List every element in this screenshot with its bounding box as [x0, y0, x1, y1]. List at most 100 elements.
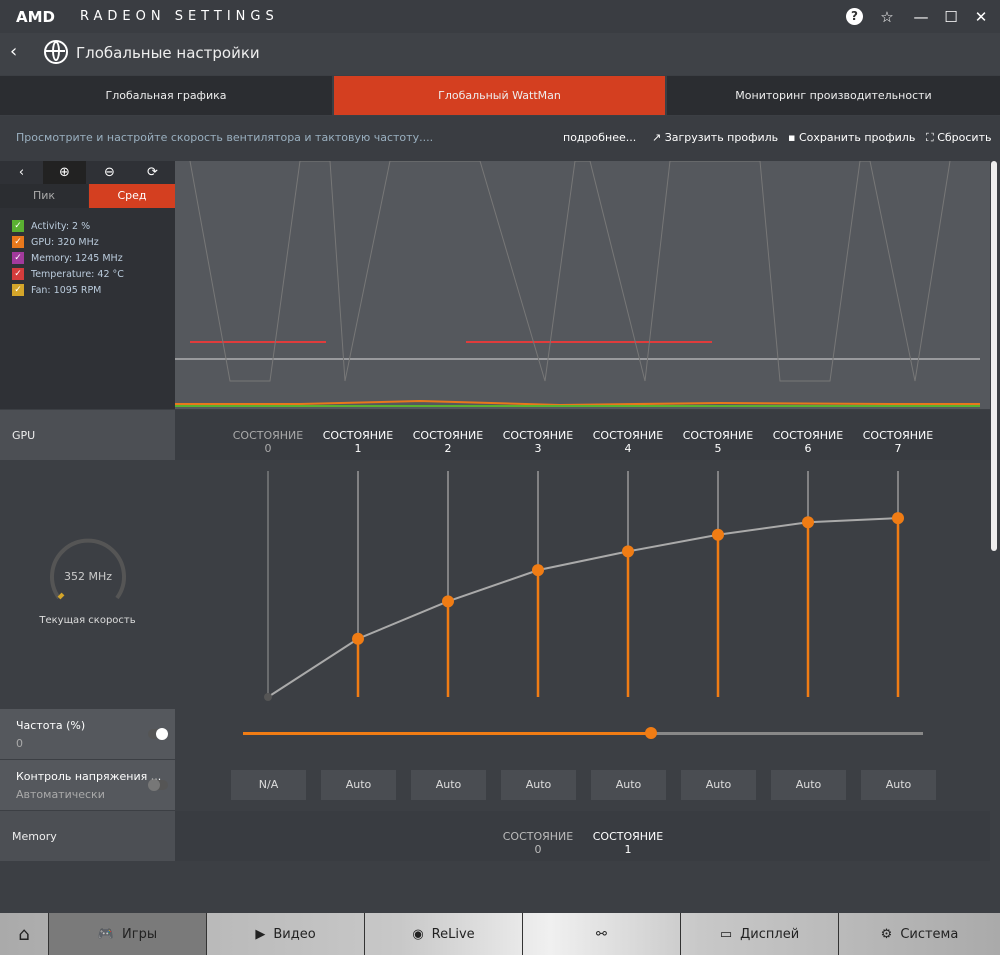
frequency-label: Частота (%) [16, 719, 86, 732]
reset-icon: ⛶ [926, 131, 938, 144]
speed-gauge [50, 538, 126, 600]
frequency-toggle[interactable] [148, 728, 168, 740]
description-bar [0, 116, 1000, 161]
save-profile-button[interactable]: ▪ Сохранить профиль [788, 131, 916, 144]
gpu-state-4[interactable]: СОСТОЯНИЕ 4 [592, 429, 664, 455]
amd-logo: AMD [16, 8, 55, 26]
voltage-state-7[interactable]: Auto [861, 770, 936, 800]
play-icon: ▶ [255, 926, 266, 942]
nav-video[interactable]: ▶ Видео [207, 913, 365, 955]
maximize-button[interactable]: ☐ [944, 8, 958, 26]
memory-row-label-cell [0, 811, 175, 861]
memory-state-0[interactable]: СОСТОЯНИЕ 0 [502, 830, 574, 856]
gauge-label: Текущая скорость [39, 615, 136, 626]
gpu-state-3[interactable]: СОСТОЯНИЕ 3 [502, 429, 574, 455]
clock-curve[interactable] [175, 461, 990, 708]
tab-performance-monitoring[interactable]: Мониторинг производительности [667, 76, 1000, 115]
zoom-in-button[interactable]: ⊕ [43, 161, 86, 184]
frequency-value: 0 [16, 737, 23, 750]
voltage-state-6[interactable]: Auto [771, 770, 846, 800]
peak-toggle[interactable]: Пик [0, 184, 88, 208]
zoom-out-button[interactable]: ⊖ [104, 165, 115, 180]
more-link[interactable]: подробнее... [563, 131, 637, 144]
slider-handle[interactable] [645, 727, 657, 739]
monitoring-lines [175, 160, 980, 407]
check-icon: ✓ [12, 236, 24, 248]
title-bar [0, 0, 1000, 33]
globe-icon [44, 40, 68, 64]
page-header [0, 33, 1000, 75]
display-icon: ▭ [719, 926, 733, 942]
scrollbar[interactable] [991, 161, 997, 551]
gpu-state-1[interactable]: СОСТОЯНИЕ 1 [322, 429, 394, 455]
memory-label: Memory [12, 830, 57, 843]
gpu-state-5[interactable]: СОСТОЯНИЕ 5 [682, 429, 754, 455]
state-point-0[interactable] [264, 693, 272, 701]
state-point-6[interactable] [802, 516, 814, 529]
page-title: Глобальные настройки [76, 44, 260, 62]
home-icon: ⌂ [18, 923, 30, 945]
minimize-button[interactable]: — [913, 8, 929, 26]
state-point-5[interactable] [712, 528, 724, 541]
share-icon: ⚯ [596, 926, 607, 942]
nav-home[interactable]: ⌂ [0, 913, 49, 955]
nav-relive[interactable]: ◉ ReLive [365, 913, 523, 955]
gauge-panel [0, 461, 175, 708]
reset-button[interactable]: ⛶ Сбросить [926, 131, 992, 144]
state-point-7[interactable] [892, 512, 904, 525]
voltage-state-2[interactable]: Auto [411, 770, 486, 800]
voltage-label: Контроль напряжения ... [16, 770, 162, 783]
tab-global-graphics[interactable]: Глобальная графика [0, 76, 332, 115]
legend-temperature[interactable]: ✓ Temperature: 42 °C [12, 268, 124, 280]
legend-gpu[interactable]: ✓ GPU: 320 MHz [12, 236, 99, 248]
voltage-state-0[interactable]: N/A [231, 770, 306, 800]
gauge-value: 352 MHz [63, 570, 113, 583]
back-graph-button[interactable]: ‹ [18, 165, 25, 180]
tab-global-wattman[interactable]: Глобальный WattMan [334, 76, 665, 115]
frequency-cell [0, 709, 175, 759]
gpu-states-header [175, 410, 990, 460]
back-button[interactable]: ‹ [10, 41, 18, 62]
memory-states-header [175, 811, 990, 861]
favorite-button[interactable]: ☆ [880, 8, 894, 26]
gpu-label: GPU [12, 429, 36, 442]
voltage-state-1[interactable]: Auto [321, 770, 396, 800]
load-profile-button[interactable]: ↗ Загрузить профиль [652, 131, 779, 144]
voltage-state-5[interactable]: Auto [681, 770, 756, 800]
nav-system[interactable]: ⚙ Система [880, 926, 959, 942]
state-point-1[interactable] [352, 632, 364, 645]
memory-state-1[interactable]: СОСТОЯНИЕ 1 [592, 830, 664, 856]
voltage-state-4[interactable]: Auto [591, 770, 666, 800]
voltage-value: Автоматически [16, 788, 105, 801]
gear-icon: ⚙ [880, 926, 893, 942]
gpu-state-2[interactable]: СОСТОЯНИЕ 2 [412, 429, 484, 455]
gpu-line [175, 399, 980, 407]
voltage-toggle[interactable] [148, 779, 168, 791]
reset-zoom-button[interactable]: ⟳ [147, 165, 158, 180]
check-icon: ✓ [12, 268, 24, 280]
close-button[interactable]: ✕ [974, 8, 988, 26]
gpu-state-6[interactable]: СОСТОЯНИЕ 6 [772, 429, 844, 455]
memory-trace [189, 160, 951, 382]
nav-connect[interactable]: ⚯ [523, 913, 681, 955]
gpu-state-7[interactable]: СОСТОЯНИЕ 7 [862, 429, 934, 455]
legend-fan[interactable]: ✓ Fan: 1095 RPM [12, 284, 101, 296]
voltage-cell [0, 760, 175, 810]
gpu-row-label-cell [0, 410, 175, 460]
legend-activity[interactable]: ✓ Activity: 2 % [12, 220, 90, 232]
state-point-4[interactable] [622, 545, 634, 558]
average-toggle[interactable]: Сред [89, 184, 175, 208]
gpu-state-0[interactable]: СОСТОЯНИЕ 0 [232, 429, 304, 455]
state-point-2[interactable] [442, 595, 454, 608]
nav-display[interactable]: ▭ Дисплей [681, 913, 839, 955]
nav-games[interactable]: 🎮 Игры [49, 913, 207, 955]
slider-fill [243, 732, 651, 735]
state-point-3[interactable] [532, 564, 544, 577]
frequency-slider[interactable] [243, 727, 923, 739]
help-button[interactable]: ? [846, 8, 863, 25]
legend-memory[interactable]: ✓ Memory: 1245 MHz [12, 252, 123, 264]
relive-icon: ◉ [412, 926, 424, 942]
description-text: Просмотрите и настройте скорость вентиля… [16, 131, 434, 144]
voltage-state-3[interactable]: Auto [501, 770, 576, 800]
check-icon: ✓ [12, 220, 24, 232]
